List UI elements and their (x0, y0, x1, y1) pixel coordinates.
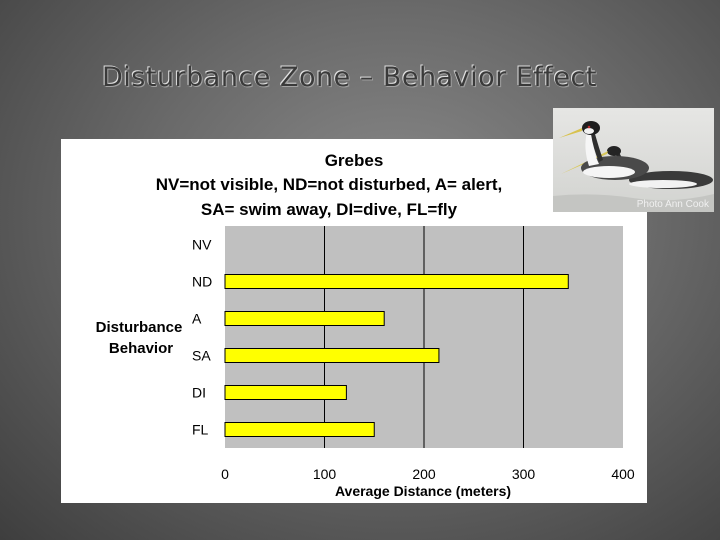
x-tick-label: 200 (412, 466, 436, 482)
bar-sa (224, 348, 440, 363)
bar-a (224, 311, 385, 326)
bar-nd (224, 274, 569, 289)
x-tick-label: 100 (313, 466, 337, 482)
y-tick-label-fl: FL (192, 422, 209, 438)
x-tick-labels: 0 100 200 300 400 (221, 466, 635, 482)
y-tick-labels: NV ND A SA DI FL (192, 237, 212, 438)
bar-di (224, 385, 347, 400)
y-tick-label-sa: SA (192, 348, 211, 364)
grid-layer (324, 226, 524, 448)
chart-card: Grebes NV=not visible, ND=not disturbed,… (61, 139, 647, 503)
slide-title: Disturbance Zone – Behavior Effect (102, 62, 597, 93)
y-axis-label-line-1: Disturbance (96, 319, 183, 336)
grebe-photo: Photo Ann Cook (553, 108, 714, 212)
chart-subtitle-line-2: SA= swim away, DI=dive, FL=fly (201, 200, 458, 219)
bar-fl (224, 422, 375, 437)
x-tick-label: 0 (221, 466, 229, 482)
x-tick-label: 400 (611, 466, 635, 482)
bars-layer (224, 274, 569, 437)
y-axis-label-line-2: Behavior (109, 340, 173, 357)
grebe-illustration (553, 121, 714, 212)
y-tick-label-di: DI (192, 385, 206, 401)
x-axis-label: Average Distance (meters) (335, 483, 511, 499)
y-tick-label-a: A (192, 311, 202, 327)
chart-title: Grebes (325, 151, 384, 170)
y-tick-label-nv: NV (192, 237, 212, 253)
y-tick-label-nd: ND (192, 274, 212, 290)
chart-subtitle-line-1: NV=not visible, ND=not disturbed, A= ale… (156, 175, 503, 194)
photo-credit: Photo Ann Cook (636, 199, 709, 210)
x-tick-label: 300 (512, 466, 536, 482)
bar-chart: Grebes NV=not visible, ND=not disturbed,… (96, 151, 635, 499)
